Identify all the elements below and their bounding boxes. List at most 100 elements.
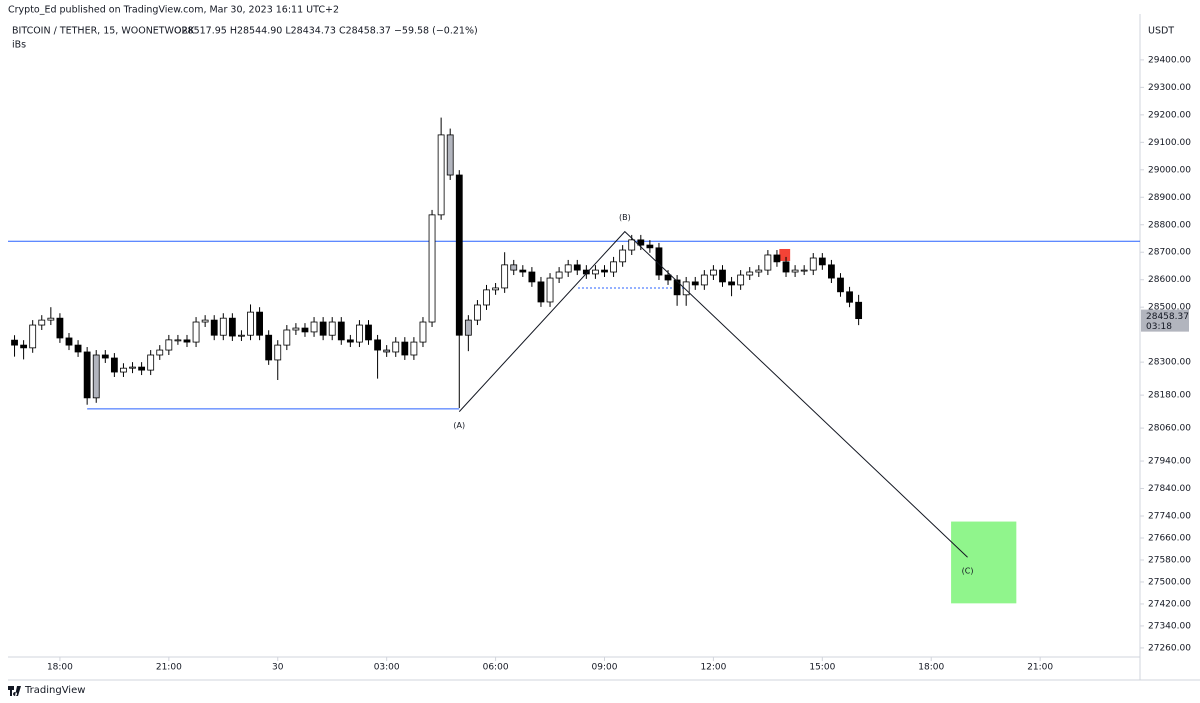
candle-body	[773, 254, 781, 263]
price-tag-countdown: 03:18	[1146, 322, 1172, 332]
y-tick-label: 27500.00	[1148, 577, 1191, 587]
y-tick-label: 27340.00	[1148, 621, 1191, 631]
candle-body	[719, 269, 726, 283]
candle-body	[210, 319, 218, 336]
candle-body	[328, 321, 336, 336]
candle-body	[682, 281, 690, 296]
x-tick-label: 30	[272, 663, 284, 673]
candle-body	[619, 249, 627, 263]
x-tick-label: 21:00	[1027, 663, 1053, 673]
candle-body	[737, 274, 745, 286]
candle-body	[601, 269, 608, 273]
candle-body	[156, 349, 164, 356]
candle-body	[147, 354, 155, 371]
y-tick-label: 27420.00	[1148, 599, 1191, 609]
candle-body	[201, 319, 209, 323]
y-tick-label: 27740.00	[1148, 512, 1191, 522]
footer-brand: TradingView	[24, 685, 85, 696]
y-tick-label: 28300.00	[1148, 358, 1191, 368]
y-tick-label: 27260.00	[1148, 643, 1191, 653]
y-tick-label: 28800.00	[1148, 220, 1191, 230]
candle-body	[346, 339, 354, 343]
candle-body	[628, 239, 636, 251]
y-tick-label: 29100.00	[1148, 138, 1191, 148]
y-tick-label: 28180.00	[1148, 391, 1191, 401]
y-tick-label: 28700.00	[1148, 248, 1191, 258]
y-tick-label: 27840.00	[1148, 484, 1191, 494]
candle-body	[837, 277, 844, 293]
candle-body	[120, 367, 127, 373]
price-tag	[1141, 309, 1189, 332]
y-tick-label: 28500.00	[1148, 303, 1191, 313]
candle-body	[183, 339, 191, 343]
indicator: iBs	[12, 40, 26, 51]
y-tick-label: 29300.00	[1148, 83, 1191, 93]
candle-body	[537, 281, 545, 303]
y-tick-label: 29400.00	[1148, 55, 1191, 65]
candle-body	[855, 301, 863, 320]
wave-label: (A)	[453, 421, 465, 430]
candle-body	[483, 289, 490, 306]
candle-body	[746, 271, 754, 276]
candle-body	[446, 134, 454, 176]
candle-body	[782, 261, 790, 273]
candle-body	[192, 321, 200, 343]
candle-body	[455, 174, 463, 336]
candle-body	[428, 214, 436, 323]
candle-body	[401, 341, 409, 356]
symbol: BITCOIN / TETHER, 15, WOONETWORK	[12, 26, 195, 37]
candle-body	[365, 324, 372, 341]
candle-body	[356, 324, 363, 343]
wave-label: (B)	[619, 213, 631, 222]
x-tick-label: 06:00	[483, 663, 509, 673]
candle-body	[337, 321, 345, 341]
candle-body	[265, 334, 273, 361]
y-tick-label: 29000.00	[1148, 165, 1191, 175]
price-tag-value: 28458.37	[1146, 312, 1189, 322]
currency: USDT	[1148, 26, 1174, 37]
candle-body	[292, 327, 300, 331]
candle-body	[728, 281, 735, 286]
candle-body	[238, 334, 245, 337]
candle-body	[546, 277, 554, 303]
box	[779, 248, 791, 261]
candle-body	[809, 257, 817, 271]
x-tick-label: 03:00	[374, 663, 400, 673]
x-tick-label: 18:00	[47, 663, 73, 673]
candle-body	[673, 279, 681, 296]
candle-body	[492, 287, 499, 291]
candle-body	[83, 351, 91, 399]
candle-body	[800, 269, 808, 272]
candle-body	[564, 264, 572, 273]
candle-body	[846, 291, 853, 303]
candle-body	[256, 311, 263, 336]
candle-body	[283, 329, 291, 346]
candle-body	[464, 319, 472, 336]
candle-body	[710, 269, 717, 276]
candle-body	[101, 354, 109, 359]
y-tick-label: 28060.00	[1148, 424, 1191, 434]
candle-body	[555, 271, 563, 279]
x-tick-label: 21:00	[156, 663, 182, 673]
wave-line	[458, 230, 968, 558]
logo	[8, 686, 21, 696]
candle-body	[219, 317, 227, 336]
y-tick-label: 27940.00	[1148, 457, 1191, 467]
candle-body	[828, 264, 835, 279]
candle-body	[646, 244, 654, 249]
candle-body	[791, 269, 799, 273]
candle-body	[474, 304, 481, 321]
candle-body	[20, 344, 28, 349]
y-tick-label: 28600.00	[1148, 275, 1191, 285]
y-tick-label: 29200.00	[1148, 110, 1191, 120]
y-tick-label: 27660.00	[1148, 533, 1191, 543]
candle-body	[700, 274, 708, 286]
candle-body	[74, 344, 82, 353]
candle-body	[110, 357, 118, 373]
x-tick-label: 15:00	[809, 663, 835, 673]
candle-body	[755, 269, 763, 273]
candle-body	[310, 321, 318, 333]
candle-body	[11, 339, 18, 346]
